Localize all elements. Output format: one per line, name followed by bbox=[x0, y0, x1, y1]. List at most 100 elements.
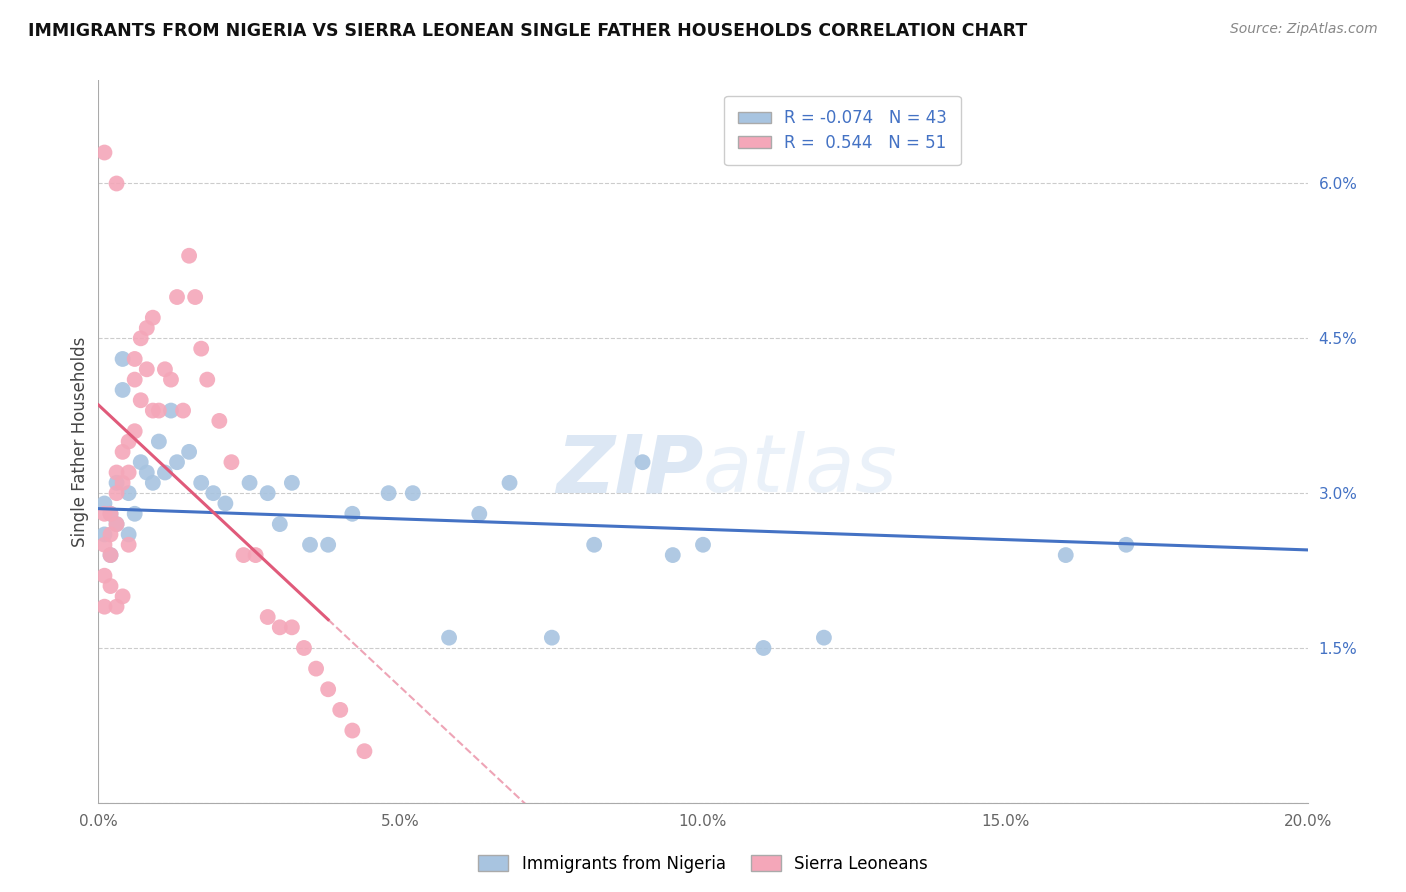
Point bbox=[631, 455, 654, 469]
Point bbox=[111, 351, 134, 366]
Point bbox=[93, 599, 115, 614]
Point bbox=[184, 290, 207, 304]
Point bbox=[93, 145, 115, 160]
Point bbox=[111, 475, 134, 490]
Point bbox=[135, 321, 157, 335]
Point bbox=[93, 507, 115, 521]
Point bbox=[111, 445, 134, 459]
Point bbox=[377, 486, 399, 500]
Point bbox=[100, 527, 122, 541]
Point bbox=[142, 475, 165, 490]
Point bbox=[214, 496, 236, 510]
Y-axis label: Single Father Households: Single Father Households bbox=[70, 336, 89, 547]
Point bbox=[135, 362, 157, 376]
Point bbox=[124, 507, 146, 521]
Point bbox=[208, 414, 231, 428]
Point bbox=[353, 744, 375, 758]
Point bbox=[437, 631, 460, 645]
Point bbox=[1054, 548, 1077, 562]
Point bbox=[100, 507, 122, 521]
Point bbox=[153, 362, 176, 376]
Point bbox=[160, 373, 183, 387]
Point bbox=[153, 466, 176, 480]
Point bbox=[129, 455, 152, 469]
Point bbox=[118, 466, 141, 480]
Point bbox=[316, 538, 339, 552]
Text: IMMIGRANTS FROM NIGERIA VS SIERRA LEONEAN SINGLE FATHER HOUSEHOLDS CORRELATION C: IMMIGRANTS FROM NIGERIA VS SIERRA LEONEA… bbox=[28, 22, 1028, 40]
Point bbox=[498, 475, 520, 490]
Point bbox=[100, 548, 122, 562]
Point bbox=[148, 434, 170, 449]
Point bbox=[342, 507, 364, 521]
Point bbox=[111, 590, 134, 604]
Point bbox=[281, 475, 304, 490]
Point bbox=[256, 610, 278, 624]
Point bbox=[100, 579, 122, 593]
Point bbox=[105, 486, 128, 500]
Point bbox=[752, 640, 775, 655]
Point bbox=[160, 403, 183, 417]
Point bbox=[540, 631, 562, 645]
Point bbox=[281, 620, 304, 634]
Point bbox=[105, 475, 128, 490]
Point bbox=[124, 351, 146, 366]
Point bbox=[129, 393, 152, 408]
Point bbox=[402, 486, 425, 500]
Point bbox=[305, 662, 328, 676]
Point bbox=[269, 517, 291, 532]
Point bbox=[342, 723, 364, 738]
Point bbox=[142, 403, 165, 417]
Text: Source: ZipAtlas.com: Source: ZipAtlas.com bbox=[1230, 22, 1378, 37]
Point bbox=[105, 517, 128, 532]
Point bbox=[100, 548, 122, 562]
Point bbox=[118, 434, 141, 449]
Point bbox=[195, 373, 218, 387]
Point bbox=[166, 455, 188, 469]
Point bbox=[316, 682, 339, 697]
Text: ZIP: ZIP bbox=[555, 432, 703, 509]
Point bbox=[129, 331, 152, 345]
Point bbox=[118, 527, 141, 541]
Point bbox=[692, 538, 714, 552]
Point bbox=[118, 538, 141, 552]
Point bbox=[93, 527, 115, 541]
Point bbox=[239, 475, 262, 490]
Point bbox=[105, 599, 128, 614]
Point bbox=[583, 538, 606, 552]
Point bbox=[93, 496, 115, 510]
Point bbox=[111, 383, 134, 397]
Point bbox=[299, 538, 322, 552]
Point bbox=[202, 486, 225, 500]
Point bbox=[105, 466, 128, 480]
Point bbox=[661, 548, 683, 562]
Point bbox=[179, 249, 201, 263]
Point bbox=[190, 342, 212, 356]
Point bbox=[292, 640, 315, 655]
Point bbox=[124, 424, 146, 438]
Point bbox=[468, 507, 491, 521]
Text: atlas: atlas bbox=[703, 432, 898, 509]
Point bbox=[269, 620, 291, 634]
Point bbox=[1115, 538, 1137, 552]
Legend: Immigrants from Nigeria, Sierra Leoneans: Immigrants from Nigeria, Sierra Leoneans bbox=[471, 848, 935, 880]
Point bbox=[148, 403, 170, 417]
Point bbox=[118, 486, 141, 500]
Point bbox=[142, 310, 165, 325]
Point bbox=[100, 507, 122, 521]
Point bbox=[221, 455, 243, 469]
Point bbox=[105, 177, 128, 191]
Point bbox=[232, 548, 254, 562]
Point bbox=[93, 568, 115, 582]
Point bbox=[256, 486, 278, 500]
Point bbox=[172, 403, 194, 417]
Point bbox=[93, 538, 115, 552]
Point bbox=[190, 475, 212, 490]
Point bbox=[135, 466, 157, 480]
Point bbox=[105, 517, 128, 532]
Point bbox=[179, 445, 201, 459]
Point bbox=[124, 373, 146, 387]
Point bbox=[166, 290, 188, 304]
Point bbox=[245, 548, 267, 562]
Point bbox=[813, 631, 835, 645]
Point bbox=[329, 703, 352, 717]
